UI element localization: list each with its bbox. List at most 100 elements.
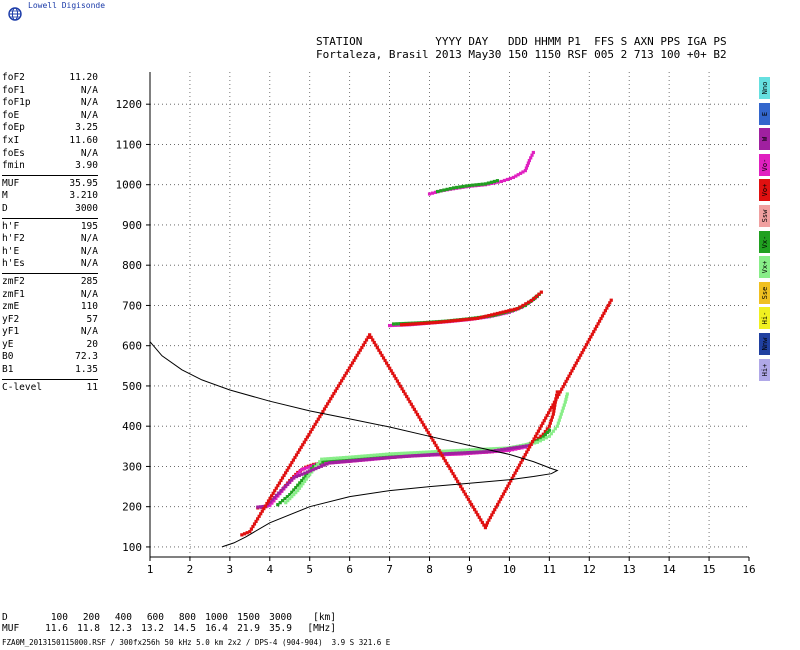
echo-point: [449, 449, 453, 453]
echo-point: [432, 320, 437, 325]
parameter-value: 195: [80, 220, 98, 232]
density-profile-line: [149, 341, 559, 548]
parameter-value: 35.95: [69, 177, 98, 189]
echo-point: [539, 437, 543, 441]
brand-name: Lowell Digisonde: [28, 1, 106, 10]
echo-point: [518, 171, 523, 175]
echo-point: [414, 454, 418, 458]
echo-point: [521, 444, 525, 449]
echo-point: [467, 183, 472, 188]
echo-point: [469, 317, 473, 321]
parameter-name: fmin: [2, 160, 25, 172]
echo-point: [411, 454, 415, 458]
legend-label: Hi-: [761, 312, 769, 325]
echo-point: [539, 434, 543, 438]
echo-point: [527, 158, 531, 163]
echo-point: [338, 456, 342, 460]
echo-point: [432, 441, 437, 445]
echo-point: [482, 523, 486, 527]
echo-point: [480, 447, 484, 451]
echo-point: [537, 292, 541, 296]
parameter-row: B0 72.3: [2, 351, 98, 364]
echo-point: [517, 463, 522, 467]
parameter-row: foF2 11.20: [2, 72, 98, 85]
echo-point: [304, 438, 308, 442]
echo-point: [304, 474, 308, 478]
echo-point: [486, 181, 491, 185]
echo-point: [514, 468, 519, 473]
y-tick-label: 900: [122, 219, 142, 232]
echo-point: [484, 314, 488, 318]
echo-point: [395, 322, 399, 326]
echo-point: [549, 432, 553, 436]
echo-point: [475, 450, 479, 454]
echo-point: [511, 175, 515, 180]
echo-point: [487, 449, 492, 454]
echo-point: [355, 353, 359, 357]
echo-point: [529, 442, 533, 446]
echo-point: [474, 183, 478, 187]
echo-point: [368, 333, 372, 337]
echo-point: [279, 489, 283, 493]
x-tick-label: 4: [266, 563, 273, 576]
echo-point: [507, 309, 511, 313]
table-cell: 14.5: [173, 623, 196, 634]
echo-point: [563, 382, 567, 386]
echo-point: [349, 363, 353, 368]
echo-point: [525, 163, 529, 168]
parameter-name: D: [2, 202, 8, 214]
echo-point: [536, 436, 540, 440]
echo-point: [593, 327, 597, 331]
echo-point: [535, 432, 539, 436]
echo-point: [338, 381, 342, 385]
echo-point: [529, 299, 533, 303]
echo-point: [394, 452, 398, 456]
parameter-row: MUF 35.95: [2, 178, 98, 191]
echo-point: [499, 179, 504, 184]
echo-point: [427, 192, 432, 196]
echo-point: [440, 449, 444, 453]
echo-point: [323, 457, 327, 461]
echo-point: [541, 435, 545, 439]
y-tick-label: 600: [122, 340, 142, 353]
echo-point: [555, 393, 559, 397]
echo-point: [563, 400, 567, 404]
echo-point: [378, 453, 382, 457]
echo-point: [260, 509, 264, 513]
echo-point: [347, 366, 352, 370]
echo-point: [420, 453, 424, 457]
echo-point: [423, 453, 427, 457]
table-cell: 13.2: [141, 623, 164, 634]
echo-point: [389, 455, 393, 460]
echo-point: [344, 455, 349, 460]
y-tick-label: 1100: [116, 138, 143, 151]
table-cell: [km]: [313, 612, 336, 623]
echo-point: [397, 382, 401, 386]
echo-point: [547, 424, 551, 428]
parameter-value: 285: [80, 275, 98, 287]
x-tick-label: 14: [663, 563, 677, 576]
echo-point: [547, 428, 551, 432]
legend-swatch: Vx+: [759, 256, 770, 279]
echo-point: [352, 358, 356, 362]
legend-swatch: E: [759, 102, 770, 125]
parameter-value: N/A: [80, 147, 98, 159]
echo-point: [307, 432, 311, 437]
echo-point: [332, 456, 336, 460]
parameter-row: h'Es N/A: [2, 258, 98, 271]
echo-point: [317, 465, 321, 469]
echo-point: [483, 526, 488, 530]
echo-point: [544, 416, 548, 420]
echo-point: [346, 459, 350, 463]
echo-point: [280, 499, 285, 503]
echo-point: [548, 408, 552, 412]
echo-point: [266, 499, 271, 503]
echo-point: [474, 448, 478, 452]
station-header: STATION YYYY DAY DDD HHMM P1 FFS S AXN P…: [316, 35, 727, 61]
echo-point: [439, 451, 443, 455]
echo-point: [538, 426, 542, 431]
echo-point: [564, 397, 568, 401]
echo-point: [495, 311, 500, 316]
echo-point: [352, 458, 356, 463]
echo-point: [539, 290, 543, 294]
